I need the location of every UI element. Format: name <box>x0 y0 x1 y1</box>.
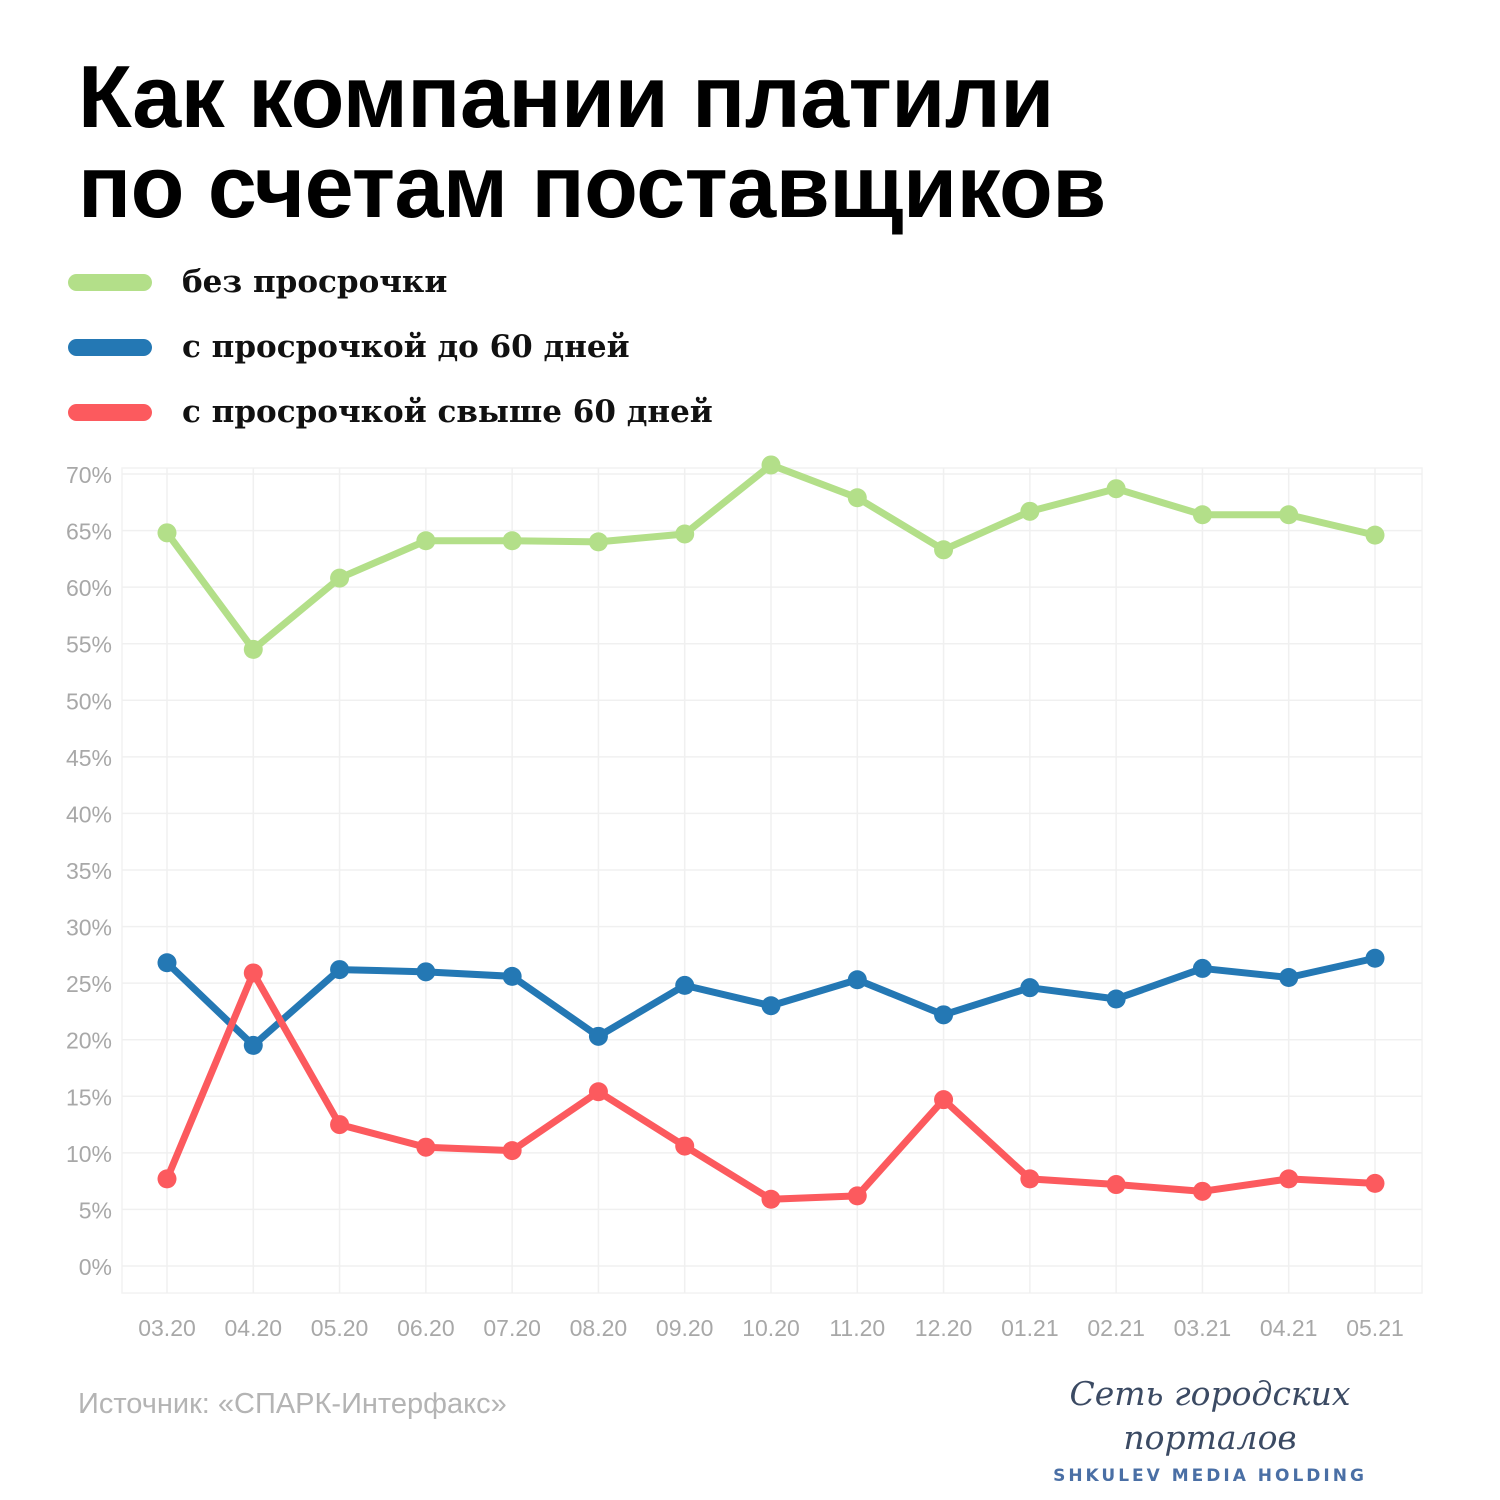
brand-logo: Сеть городских порталов SHKULEV MEDIA HO… <box>1000 1372 1420 1488</box>
x-tick-label: 01.21 <box>1001 1315 1059 1341</box>
x-tick-label: 07.20 <box>483 1315 541 1341</box>
data-point <box>243 963 263 983</box>
data-point <box>330 960 350 980</box>
plot-frame <box>121 467 1423 1294</box>
x-tick-label: 04.21 <box>1260 1315 1318 1341</box>
data-point <box>675 524 695 544</box>
y-tick-label: 15% <box>66 1084 112 1110</box>
data-point <box>1020 501 1040 521</box>
data-point <box>847 1186 867 1206</box>
y-tick-label: 65% <box>66 519 112 545</box>
data-point <box>1192 505 1212 525</box>
brand-script-text: Сеть городских порталов <box>1069 1374 1351 1457</box>
chart-title: Как компании платили по счетам поставщик… <box>78 52 1458 232</box>
x-tick-label: 05.21 <box>1346 1315 1404 1341</box>
y-tick-label: 60% <box>66 575 112 601</box>
data-point <box>1020 1169 1040 1189</box>
y-tick-label: 50% <box>66 688 112 714</box>
data-point <box>1279 1169 1299 1189</box>
data-point <box>1365 525 1385 545</box>
data-point <box>588 532 608 552</box>
data-point <box>934 540 954 560</box>
data-point <box>588 1026 608 1046</box>
data-point <box>416 1137 436 1157</box>
data-point <box>502 531 522 551</box>
y-tick-label: 25% <box>66 971 112 997</box>
y-tick-label: 30% <box>66 915 112 941</box>
legend-label-overdue-to-60: с просрочкой до 60 дней <box>182 329 630 365</box>
data-point <box>1365 948 1385 968</box>
source-note: Источник: «СПАРК-Интерфакс» <box>78 1388 507 1420</box>
x-tick-label: 12.20 <box>915 1315 973 1341</box>
y-tick-label: 45% <box>66 745 112 771</box>
data-point <box>1106 989 1126 1009</box>
x-tick-label: 03.20 <box>138 1315 196 1341</box>
data-point <box>675 975 695 995</box>
y-tick-label: 40% <box>66 801 112 827</box>
data-point <box>502 1141 522 1161</box>
data-point <box>675 1136 695 1156</box>
data-point <box>157 953 177 973</box>
data-point <box>502 966 522 986</box>
x-tick-label: 05.20 <box>311 1315 369 1341</box>
data-point <box>157 1169 177 1189</box>
data-point <box>934 1005 954 1025</box>
y-tick-label: 0% <box>79 1254 112 1280</box>
legend-swatch-overdue-to-60 <box>68 339 152 356</box>
data-point <box>1192 1181 1212 1201</box>
y-tick-label: 5% <box>79 1197 112 1223</box>
x-tick-label: 02.21 <box>1087 1315 1145 1341</box>
x-tick-label: 06.20 <box>397 1315 455 1341</box>
data-point <box>1106 1175 1126 1195</box>
data-point <box>588 1082 608 1102</box>
legend-label-on-time: без просрочки <box>182 264 448 300</box>
data-point <box>1192 958 1212 978</box>
data-point <box>1106 479 1126 499</box>
data-point <box>761 1189 781 1209</box>
data-point <box>847 970 867 990</box>
chart-title-line-1: Как компании платили <box>78 47 1054 146</box>
y-tick-label: 55% <box>66 632 112 658</box>
x-tick-label: 09.20 <box>656 1315 714 1341</box>
y-tick-label: 35% <box>66 858 112 884</box>
data-point <box>330 1115 350 1135</box>
legend-swatch-overdue-over-60 <box>68 404 152 421</box>
x-tick-label: 03.21 <box>1174 1315 1232 1341</box>
x-tick-label: 04.20 <box>225 1315 283 1341</box>
legend-label-overdue-over-60: с просрочкой свыше 60 дней <box>182 394 713 430</box>
data-point <box>330 568 350 588</box>
data-point <box>934 1090 954 1110</box>
data-point <box>157 523 177 543</box>
data-point <box>416 531 436 551</box>
x-tick-label: 11.20 <box>829 1315 885 1341</box>
legend-swatch-on-time <box>68 274 152 291</box>
data-point <box>1020 978 1040 998</box>
data-point <box>1279 505 1299 525</box>
brand-sub-text: SHKULEV MEDIA HOLDING <box>1053 1466 1367 1486</box>
x-tick-label: 10.20 <box>742 1315 800 1341</box>
x-tick-label: 08.20 <box>570 1315 628 1341</box>
y-tick-label: 10% <box>66 1141 112 1167</box>
y-tick-label: 70% <box>66 462 112 488</box>
data-point <box>761 455 781 475</box>
data-point <box>1365 1173 1385 1193</box>
data-point <box>243 639 263 659</box>
y-tick-label: 20% <box>66 1028 112 1054</box>
data-point <box>243 1035 263 1055</box>
data-point <box>761 996 781 1016</box>
data-point <box>416 962 436 982</box>
data-point <box>1279 967 1299 987</box>
chart-title-line-2: по счетам поставщиков <box>78 137 1106 236</box>
data-point <box>847 488 867 508</box>
